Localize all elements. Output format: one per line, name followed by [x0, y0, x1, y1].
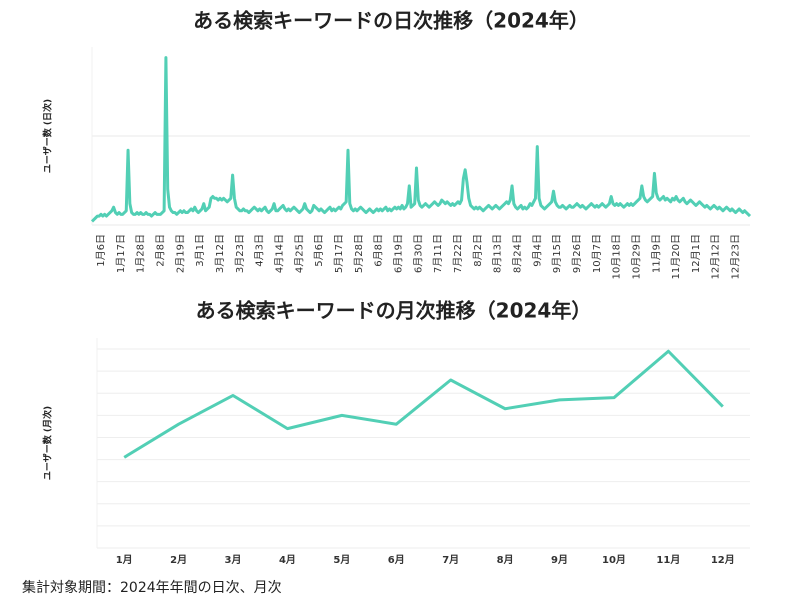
x-tick-label: 5月17日: [333, 234, 345, 273]
x-tick-label: 5月28日: [353, 234, 365, 273]
x-tick-label: 9月4日: [531, 234, 543, 267]
x-tick-label: 9月: [551, 554, 568, 566]
x-tick-label: 3月12日: [214, 234, 226, 273]
data-line: [123, 349, 724, 459]
x-tick-label: 10月7日: [591, 234, 603, 273]
x-tick-label: 6月30日: [412, 234, 424, 273]
y-axis-label: ユーザー数 (月次): [42, 406, 54, 480]
x-tick-label: 3月23日: [234, 234, 246, 273]
x-tick-label: 5月: [333, 554, 350, 566]
x-tick-label: 1月17日: [115, 234, 127, 273]
x-tick-label: 3月1日: [194, 234, 206, 267]
x-tick-label: 6月8日: [373, 234, 385, 267]
x-tick-label: 7月: [442, 554, 459, 566]
x-tick-label: 12月: [711, 554, 735, 566]
x-tick-label: 12月23日: [730, 234, 742, 279]
footer-note: 集計対象期間：2024年年間の日次、月次: [22, 579, 282, 596]
x-tick-label: 6月19日: [392, 234, 404, 273]
x-tick-label: 4月14日: [273, 234, 285, 273]
x-tick-label: 5月6日: [313, 234, 325, 267]
data-line: [90, 56, 752, 223]
x-tick-label: 11月9日: [650, 234, 662, 273]
x-tick-label: 1月: [116, 554, 133, 566]
x-tick-label: 11月20日: [670, 234, 682, 279]
x-tick-label: 4月: [279, 554, 296, 566]
x-tick-label: 1月28日: [135, 234, 147, 273]
x-tick-label: 2月19日: [174, 234, 186, 273]
x-tick-label: 8月13日: [492, 234, 504, 273]
x-tick-label: 9月26日: [571, 234, 583, 273]
chart-title: ある検索キーワードの月次推移（2024年）: [196, 299, 592, 323]
x-tick-label: 6月: [388, 554, 405, 566]
x-tick-label: 10月: [602, 554, 626, 566]
x-tick-label: 11月: [656, 554, 680, 566]
x-tick-label: 2月: [170, 554, 187, 566]
x-tick-label: 4月25日: [293, 234, 305, 273]
x-tick-label: 7月11日: [432, 234, 444, 273]
x-tick-label: 10月18日: [611, 234, 623, 279]
y-axis-label: ユーザー数 (日次): [42, 99, 54, 173]
x-tick-label: 8月: [497, 554, 514, 566]
x-tick-label: 9月15日: [551, 234, 563, 273]
x-tick-label: 8月24日: [511, 234, 523, 273]
x-tick-label: 1月6日: [95, 234, 107, 267]
x-tick-label: 7月22日: [452, 234, 464, 273]
x-tick-label: 10月29日: [630, 234, 642, 279]
x-tick-label: 8月2日: [472, 234, 484, 267]
x-tick-label: 4月3日: [254, 234, 266, 267]
x-tick-label: 12月1日: [690, 234, 702, 273]
x-tick-label: 12月12日: [710, 234, 722, 279]
x-tick-label: 2月8日: [155, 234, 167, 267]
chart-title: ある検索キーワードの日次推移（2024年）: [193, 9, 589, 33]
x-tick-label: 3月: [225, 554, 242, 566]
